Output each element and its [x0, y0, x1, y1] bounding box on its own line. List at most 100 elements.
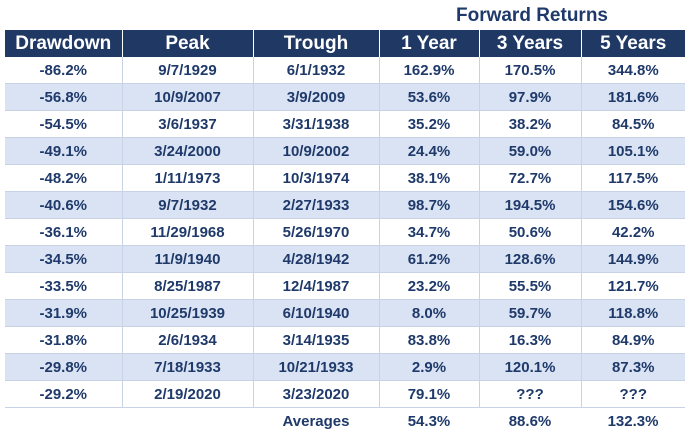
return-3-years-cell: 194.5% [479, 192, 581, 219]
header-drawdown: Drawdown [5, 30, 122, 57]
return-3-years-cell: 120.1% [479, 354, 581, 381]
drawdown-cell: -48.2% [5, 165, 122, 192]
trough-cell: 6/10/1940 [253, 300, 379, 327]
return-1-year-cell: 53.6% [379, 84, 479, 111]
return-3-years-cell: 59.0% [479, 138, 581, 165]
peak-cell: 7/18/1933 [122, 354, 253, 381]
trough-cell: 3/31/1938 [253, 111, 379, 138]
drawdown-table: Drawdown Peak Trough 1 Year 3 Years 5 Ye… [5, 30, 685, 434]
return-3-years-cell: 38.2% [479, 111, 581, 138]
peak-cell: 9/7/1932 [122, 192, 253, 219]
return-1-year-cell: 83.8% [379, 327, 479, 354]
return-1-year-cell: 162.9% [379, 57, 479, 84]
drawdown-cell: -86.2% [5, 57, 122, 84]
return-5-years-cell: 42.2% [581, 219, 685, 246]
header-1-year: 1 Year [379, 30, 479, 57]
averages-1-year: 54.3% [379, 408, 479, 434]
peak-cell: 3/24/2000 [122, 138, 253, 165]
peak-cell: 8/25/1987 [122, 273, 253, 300]
drawdown-cell: -33.5% [5, 273, 122, 300]
return-5-years-cell: 118.8% [581, 300, 685, 327]
averages-3-years: 88.6% [479, 408, 581, 434]
trough-cell: 10/21/1933 [253, 354, 379, 381]
header-3-years: 3 Years [479, 30, 581, 57]
return-5-years-cell: 84.9% [581, 327, 685, 354]
return-1-year-cell: 35.2% [379, 111, 479, 138]
return-5-years-cell: 121.7% [581, 273, 685, 300]
return-5-years-cell: 344.8% [581, 57, 685, 84]
averages-label: Averages [253, 408, 379, 434]
trough-cell: 10/3/1974 [253, 165, 379, 192]
trough-cell: 12/4/1987 [253, 273, 379, 300]
return-5-years-cell: 154.6% [581, 192, 685, 219]
return-1-year-cell: 98.7% [379, 192, 479, 219]
return-5-years-cell: 144.9% [581, 246, 685, 273]
peak-cell: 2/6/1934 [122, 327, 253, 354]
return-3-years-cell: ??? [479, 381, 581, 408]
drawdown-cell: -54.5% [5, 111, 122, 138]
peak-cell: 11/29/1968 [122, 219, 253, 246]
return-3-years-cell: 72.7% [479, 165, 581, 192]
return-1-year-cell: 34.7% [379, 219, 479, 246]
return-1-year-cell: 23.2% [379, 273, 479, 300]
peak-cell: 3/6/1937 [122, 111, 253, 138]
trough-cell: 3/9/2009 [253, 84, 379, 111]
return-3-years-cell: 170.5% [479, 57, 581, 84]
peak-cell: 10/9/2007 [122, 84, 253, 111]
drawdown-cell: -36.1% [5, 219, 122, 246]
return-5-years-cell: ??? [581, 381, 685, 408]
drawdown-cell: -40.6% [5, 192, 122, 219]
averages-empty-cell [122, 408, 253, 434]
trough-cell: 5/26/1970 [253, 219, 379, 246]
trough-cell: 10/9/2002 [253, 138, 379, 165]
return-1-year-cell: 2.9% [379, 354, 479, 381]
return-1-year-cell: 8.0% [379, 300, 479, 327]
peak-cell: 9/7/1929 [122, 57, 253, 84]
averages-5-years: 132.3% [581, 408, 685, 434]
trough-cell: 2/27/1933 [253, 192, 379, 219]
drawdown-cell: -31.9% [5, 300, 122, 327]
return-3-years-cell: 50.6% [479, 219, 581, 246]
return-1-year-cell: 38.1% [379, 165, 479, 192]
return-1-year-cell: 79.1% [379, 381, 479, 408]
return-3-years-cell: 59.7% [479, 300, 581, 327]
return-3-years-cell: 97.9% [479, 84, 581, 111]
trough-cell: 4/28/1942 [253, 246, 379, 273]
drawdown-cell: -56.8% [5, 84, 122, 111]
return-3-years-cell: 128.6% [479, 246, 581, 273]
return-5-years-cell: 117.5% [581, 165, 685, 192]
drawdown-cell: -34.5% [5, 246, 122, 273]
return-5-years-cell: 105.1% [581, 138, 685, 165]
return-5-years-cell: 84.5% [581, 111, 685, 138]
return-5-years-cell: 181.6% [581, 84, 685, 111]
return-3-years-cell: 55.5% [479, 273, 581, 300]
peak-cell: 1/11/1973 [122, 165, 253, 192]
table-header-row: Drawdown Peak Trough 1 Year 3 Years 5 Ye… [5, 30, 685, 57]
trough-cell: 3/23/2020 [253, 381, 379, 408]
trough-cell: 3/14/1935 [253, 327, 379, 354]
forward-returns-header: Forward Returns [382, 4, 682, 28]
peak-cell: 11/9/1940 [122, 246, 253, 273]
drawdown-cell: -29.2% [5, 381, 122, 408]
peak-cell: 2/19/2020 [122, 381, 253, 408]
averages-empty-cell [5, 408, 122, 434]
return-1-year-cell: 24.4% [379, 138, 479, 165]
header-trough: Trough [253, 30, 379, 57]
return-1-year-cell: 61.2% [379, 246, 479, 273]
peak-cell: 10/25/1939 [122, 300, 253, 327]
drawdown-cell: -29.8% [5, 354, 122, 381]
